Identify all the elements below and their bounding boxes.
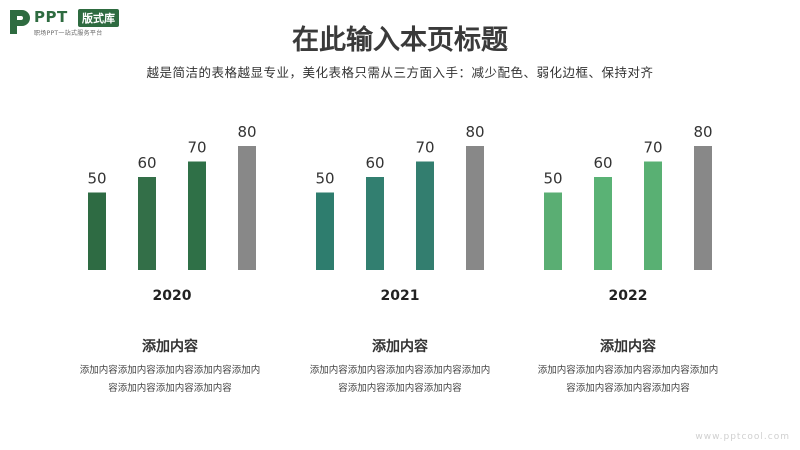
caption-text: 添加内容添加内容添加内容添加内容添加内容添加内容添加内容添加内容	[309, 365, 491, 394]
logo-tagline: 职场PPT一站式服务平台	[34, 30, 103, 37]
value-label: 60	[137, 154, 156, 172]
bar-2021-2	[366, 177, 384, 270]
value-label: 70	[643, 139, 662, 157]
bar-2022-1	[544, 192, 562, 270]
bar-2020-3	[188, 161, 206, 270]
caption-block-1: 添加内容 添加内容添加内容添加内容添加内容添加内容添加内容添加内容添加内容	[70, 336, 270, 398]
bar-2020-4	[238, 146, 256, 270]
year-label-2021: 2021	[381, 288, 420, 304]
bar-2021-1	[316, 192, 334, 270]
value-label: 60	[365, 154, 384, 172]
caption-title: 添加内容	[372, 339, 428, 355]
value-label: 70	[187, 139, 206, 157]
value-label: 50	[87, 170, 106, 188]
bar-2021-3	[416, 161, 434, 270]
value-label: 50	[315, 170, 334, 188]
caption-text: 添加内容添加内容添加内容添加内容添加内容添加内容添加内容添加内容	[79, 365, 261, 394]
bar-chart: 50 60 70 80 2020 50 60 70 80 2021 50 60 70 80 2022	[87, 123, 712, 304]
bar-2021-4	[466, 146, 484, 270]
bar-2020-2	[138, 177, 156, 270]
logo-mark-icon	[10, 10, 30, 34]
bar-2022-2	[594, 177, 612, 270]
page-subtitle: 越是简洁的表格越显专业，美化表格只需从三方面入手：减少配色、弱化边框、保持对齐	[146, 65, 654, 80]
brand-logo: PPT 版式库 职场PPT一站式服务平台	[8, 6, 138, 40]
caption-title: 添加内容	[142, 339, 198, 355]
value-label: 50	[543, 170, 562, 188]
caption-title: 添加内容	[600, 339, 656, 355]
year-label-2020: 2020	[153, 288, 192, 304]
caption-block-3: 添加内容 添加内容添加内容添加内容添加内容添加内容添加内容添加内容添加内容	[528, 336, 728, 398]
bar-2022-3	[644, 161, 662, 270]
value-label: 70	[415, 139, 434, 157]
caption-text: 添加内容添加内容添加内容添加内容添加内容添加内容添加内容添加内容	[537, 365, 719, 394]
year-label-2022: 2022	[609, 288, 648, 304]
bar-2022-4	[694, 146, 712, 270]
logo-name: PPT	[34, 8, 68, 26]
value-label: 80	[237, 123, 256, 141]
bar-2020-1	[88, 192, 106, 270]
watermark: www.pptcool.com	[695, 432, 790, 442]
value-label: 60	[593, 154, 612, 172]
value-label: 80	[465, 123, 484, 141]
caption-block-2: 添加内容 添加内容添加内容添加内容添加内容添加内容添加内容添加内容添加内容	[300, 336, 500, 398]
value-label: 80	[693, 123, 712, 141]
page-title: 在此输入本页标题	[292, 25, 508, 56]
logo-badge: 版式库	[78, 9, 119, 27]
